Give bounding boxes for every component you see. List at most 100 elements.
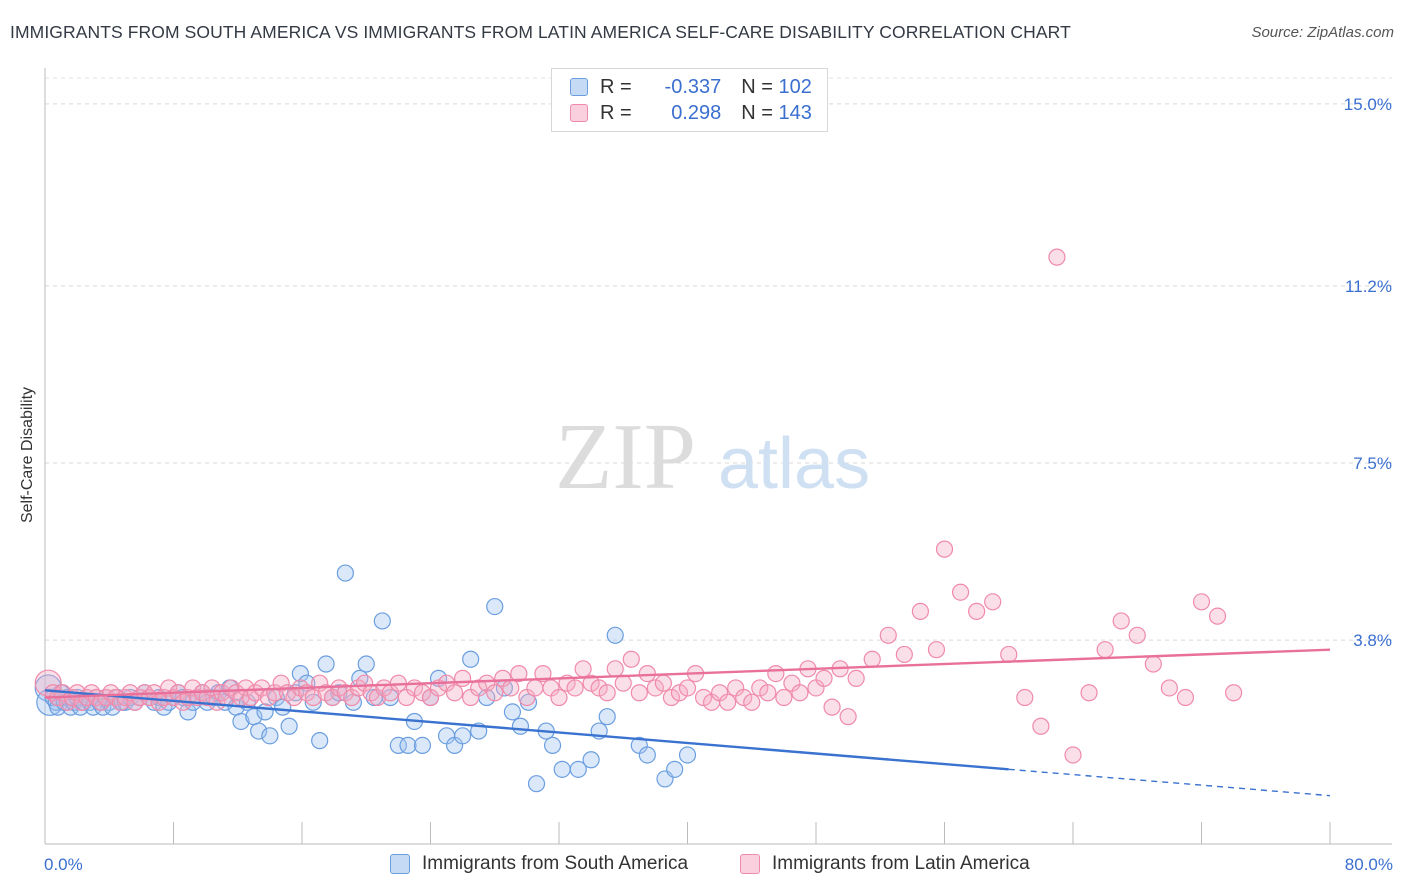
- watermark-zip: ZIP: [555, 405, 696, 509]
- legend-n-value: 102: [778, 75, 812, 98]
- data-point: [1000, 645, 1018, 664]
- x-tick-label-max: 80.0%: [1345, 855, 1393, 874]
- data-point: [343, 688, 361, 707]
- data-point: [791, 684, 809, 702]
- data-point: [486, 684, 504, 702]
- data-point: [574, 660, 592, 678]
- source-label: Source: ZipAtlas.com: [1251, 24, 1394, 41]
- legend-n-label: N =: [741, 75, 773, 98]
- data-point: [1112, 612, 1130, 630]
- data-point: [1144, 655, 1162, 673]
- data-point: [694, 688, 713, 707]
- data-point: [569, 760, 587, 778]
- data-point: [368, 688, 387, 707]
- data-point: [751, 679, 769, 697]
- chart-title: IMMIGRANTS FROM SOUTH AMERICA VS IMMIGRA…: [10, 22, 1071, 42]
- data-point: [759, 684, 777, 702]
- data-point: [250, 722, 268, 740]
- data-point: [470, 679, 488, 697]
- data-point: [317, 655, 335, 673]
- data-point: [775, 688, 793, 707]
- y-tick-label: 11.2%: [1345, 277, 1392, 296]
- data-point: [534, 664, 552, 683]
- data-point: [454, 727, 472, 745]
- legend-row-south: R = -0.337 N = 102: [570, 75, 812, 99]
- data-point: [232, 712, 250, 731]
- y-tick-label: 7.5%: [1353, 454, 1392, 473]
- watermark-atlas: atlas: [718, 424, 870, 504]
- data-point: [304, 693, 322, 711]
- y-axis-title: Self-Care Disability: [19, 386, 36, 524]
- data-point: [630, 684, 648, 702]
- legend-r-label: R =: [600, 75, 632, 98]
- data-point: [670, 684, 689, 702]
- data-point: [413, 736, 432, 755]
- legend-swatch-latin: [570, 104, 588, 122]
- data-point: [839, 708, 857, 726]
- legend-r-value: -0.337: [664, 75, 722, 98]
- legend-n-value: 143: [778, 101, 812, 124]
- data-point: [445, 684, 464, 702]
- data-point: [823, 698, 841, 716]
- bottom-legend-label-south: Immigrants from South America: [422, 853, 689, 874]
- trend-line: [44, 689, 1009, 771]
- data-point: [638, 746, 656, 764]
- trend-lines: [44, 648, 1331, 797]
- legend-r-value: 0.298: [671, 101, 722, 124]
- legend-r-label: R =: [600, 101, 632, 124]
- data-point: [357, 655, 375, 673]
- data-point: [606, 626, 624, 644]
- bottom-legend-swatch-latin: [740, 854, 760, 874]
- legend-n-label: N =: [741, 101, 773, 124]
- bottom-legend-latin: Immigrants from Latin America: [740, 852, 1030, 876]
- data-point: [598, 708, 616, 726]
- data-point: [503, 703, 522, 721]
- data-point: [911, 602, 930, 620]
- data-point: [272, 674, 290, 692]
- data-point: [527, 775, 546, 793]
- data-point: [968, 602, 986, 620]
- data-point: [606, 660, 624, 678]
- data-point: [413, 684, 432, 702]
- data-point: [1208, 607, 1227, 625]
- gridlines: [45, 77, 1392, 641]
- trend-line-extension: [1008, 768, 1331, 797]
- data-point: [373, 612, 391, 630]
- data-point: [719, 693, 737, 711]
- data-point: [678, 679, 697, 697]
- data-point: [323, 688, 342, 707]
- data-point: [1048, 248, 1066, 266]
- data-point: [526, 679, 544, 697]
- legend-row-latin: R = 0.298 N = 143: [570, 101, 812, 125]
- data-point: [1192, 593, 1211, 611]
- data-point: [622, 650, 640, 668]
- data-point: [213, 684, 231, 702]
- data-point: [582, 674, 600, 692]
- data-point: [311, 732, 329, 750]
- data-point: [590, 679, 608, 697]
- data-point: [179, 703, 197, 721]
- data-point: [1160, 679, 1178, 697]
- data-point: [103, 698, 122, 716]
- data-point: [614, 674, 632, 692]
- data-point: [566, 679, 584, 697]
- data-point: [662, 688, 681, 707]
- data-point: [598, 684, 616, 702]
- data-point: [984, 593, 1002, 611]
- data-point: [743, 693, 761, 711]
- correlation-legend: R = -0.337 N = 102 R = 0.298 N = 143: [551, 68, 828, 132]
- data-point: [935, 540, 954, 558]
- data-point: [486, 597, 504, 616]
- data-point: [1032, 717, 1050, 735]
- data-point: [1128, 626, 1146, 644]
- bottom-legend-south: Immigrants from South America: [390, 852, 688, 876]
- data-point: [208, 693, 226, 711]
- data-point: [678, 746, 697, 764]
- data-point: [927, 641, 946, 659]
- data-point: [1016, 688, 1034, 707]
- data-point: [1176, 688, 1195, 707]
- data-point: [1080, 684, 1098, 702]
- tick-labels: 3.8% 7.5% 11.2% 15.0% 0.0% 80.0%: [44, 95, 1393, 874]
- data-point: [582, 751, 600, 769]
- bottom-legend-label-latin: Immigrants from Latin America: [772, 853, 1030, 874]
